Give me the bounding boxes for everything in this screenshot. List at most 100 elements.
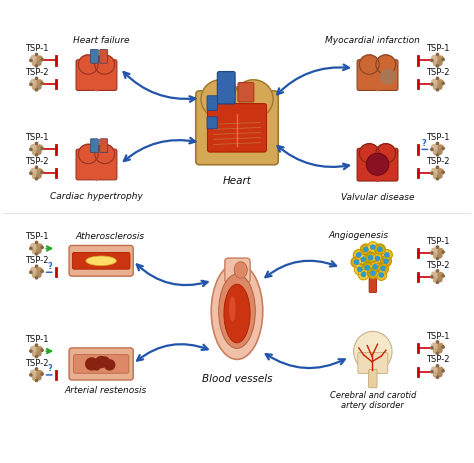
Circle shape	[433, 273, 442, 282]
Circle shape	[41, 148, 43, 150]
Circle shape	[361, 273, 365, 277]
Circle shape	[37, 146, 42, 151]
Circle shape	[437, 155, 438, 156]
Text: Atherosclerosis: Atherosclerosis	[76, 231, 145, 240]
Circle shape	[381, 70, 395, 85]
Circle shape	[357, 253, 361, 257]
Circle shape	[78, 56, 98, 75]
FancyBboxPatch shape	[217, 72, 235, 105]
FancyBboxPatch shape	[91, 50, 98, 64]
Circle shape	[437, 89, 438, 92]
Circle shape	[437, 54, 438, 56]
Circle shape	[31, 370, 36, 375]
Circle shape	[434, 255, 438, 259]
Circle shape	[37, 376, 41, 380]
Circle shape	[37, 62, 41, 66]
Circle shape	[100, 357, 109, 365]
Circle shape	[36, 89, 37, 92]
Circle shape	[362, 263, 373, 273]
Circle shape	[434, 278, 438, 282]
Text: ?: ?	[422, 138, 427, 147]
Circle shape	[432, 367, 437, 372]
Circle shape	[438, 86, 442, 90]
Circle shape	[431, 173, 433, 175]
Circle shape	[432, 344, 437, 348]
Circle shape	[37, 86, 41, 90]
Text: Arterial restenosis: Arterial restenosis	[65, 385, 147, 394]
Circle shape	[32, 81, 41, 90]
Text: Angiogenesis: Angiogenesis	[329, 231, 389, 240]
Circle shape	[36, 344, 37, 346]
Circle shape	[33, 175, 37, 179]
Circle shape	[433, 344, 442, 353]
Circle shape	[30, 149, 32, 151]
Circle shape	[381, 257, 392, 267]
FancyBboxPatch shape	[369, 278, 377, 293]
Circle shape	[37, 352, 41, 356]
Circle shape	[438, 146, 443, 151]
Circle shape	[37, 347, 42, 352]
Circle shape	[442, 370, 444, 372]
Circle shape	[434, 349, 438, 353]
Circle shape	[442, 59, 444, 62]
FancyBboxPatch shape	[69, 348, 133, 380]
Circle shape	[442, 83, 444, 85]
Polygon shape	[359, 77, 396, 93]
Circle shape	[431, 276, 433, 278]
Circle shape	[32, 145, 41, 155]
Circle shape	[201, 81, 240, 119]
FancyBboxPatch shape	[196, 92, 278, 165]
Circle shape	[438, 169, 443, 175]
Circle shape	[437, 270, 438, 272]
Circle shape	[32, 57, 41, 66]
Circle shape	[30, 374, 32, 376]
Circle shape	[37, 151, 41, 155]
Circle shape	[36, 242, 37, 244]
Circle shape	[36, 143, 37, 145]
Circle shape	[438, 349, 442, 353]
Circle shape	[367, 269, 378, 279]
Circle shape	[438, 81, 443, 86]
Circle shape	[438, 57, 443, 62]
Circle shape	[359, 56, 379, 75]
Ellipse shape	[366, 154, 389, 176]
Circle shape	[438, 151, 442, 155]
Text: TSP-1: TSP-1	[426, 44, 449, 53]
Circle shape	[36, 178, 37, 181]
Text: Blood vessels: Blood vessels	[202, 373, 272, 383]
Circle shape	[41, 83, 43, 85]
Circle shape	[358, 255, 369, 265]
Circle shape	[434, 86, 438, 90]
Circle shape	[367, 242, 378, 253]
Circle shape	[31, 145, 36, 150]
Circle shape	[37, 250, 41, 254]
Circle shape	[378, 248, 382, 252]
Circle shape	[438, 249, 443, 254]
Circle shape	[234, 81, 273, 119]
Circle shape	[364, 248, 368, 252]
Circle shape	[438, 344, 443, 349]
Circle shape	[376, 144, 396, 164]
Circle shape	[433, 57, 442, 66]
Circle shape	[354, 250, 364, 261]
Text: Cerebral and carotid
artery disorder: Cerebral and carotid artery disorder	[329, 390, 416, 410]
Circle shape	[378, 264, 389, 274]
Circle shape	[371, 271, 375, 275]
Circle shape	[438, 273, 443, 278]
Circle shape	[31, 244, 36, 249]
FancyBboxPatch shape	[357, 149, 398, 181]
FancyBboxPatch shape	[358, 353, 388, 374]
Ellipse shape	[86, 257, 117, 266]
Circle shape	[36, 380, 37, 382]
Circle shape	[434, 373, 438, 377]
Circle shape	[30, 248, 32, 250]
Circle shape	[355, 265, 365, 275]
Circle shape	[36, 78, 37, 80]
Circle shape	[36, 277, 37, 279]
FancyBboxPatch shape	[207, 97, 217, 111]
Circle shape	[438, 278, 442, 282]
Circle shape	[438, 373, 442, 377]
Ellipse shape	[211, 263, 263, 360]
Circle shape	[437, 258, 438, 260]
Text: TSP-2: TSP-2	[426, 156, 449, 166]
